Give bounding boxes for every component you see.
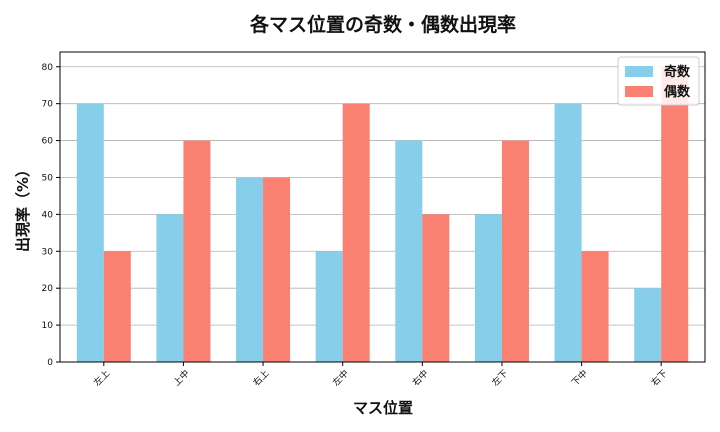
legend-label: 偶数 bbox=[664, 84, 691, 100]
bar-even-6 bbox=[582, 251, 609, 362]
bar-odd-0 bbox=[77, 104, 104, 362]
legend-swatch bbox=[625, 66, 653, 77]
y-tick-label: 10 bbox=[42, 321, 54, 331]
bar-odd-2 bbox=[236, 177, 263, 362]
x-axis-label: マス位置 bbox=[353, 399, 413, 417]
y-tick-label: 60 bbox=[42, 137, 54, 147]
x-tick-label: 左上 bbox=[91, 367, 112, 388]
bar-even-4 bbox=[422, 214, 449, 362]
x-tick-label: 右上 bbox=[250, 367, 271, 388]
x-tick-label: 上中 bbox=[171, 367, 192, 388]
x-axis-ticks: 左上 上中 右上 左中 右中 左下 下中 右下 bbox=[91, 362, 670, 388]
bar-even-7 bbox=[661, 67, 688, 362]
x-tick-label: 下中 bbox=[569, 367, 590, 388]
x-tick-label: 右中 bbox=[410, 367, 431, 388]
bar-even-2 bbox=[263, 177, 290, 362]
y-tick-label: 0 bbox=[47, 358, 53, 368]
bar-odd-7 bbox=[634, 288, 661, 362]
x-tick-label: 左下 bbox=[489, 367, 510, 388]
y-tick-label: 50 bbox=[42, 173, 54, 183]
bar-odd-6 bbox=[555, 104, 582, 362]
bar-even-0 bbox=[104, 251, 131, 362]
legend-swatch bbox=[625, 86, 653, 97]
y-tick-label: 70 bbox=[42, 100, 54, 110]
bar-even-3 bbox=[343, 104, 370, 362]
chart-title: 各マス位置の奇数・偶数出現率 bbox=[249, 13, 516, 36]
bar-odd-3 bbox=[316, 251, 343, 362]
y-tick-label: 80 bbox=[42, 63, 54, 73]
y-axis-ticks: 0 10 20 30 40 50 60 70 80 bbox=[42, 63, 60, 368]
bar-odd-1 bbox=[156, 214, 183, 362]
y-tick-label: 30 bbox=[42, 247, 54, 257]
x-tick-label: 右下 bbox=[648, 367, 669, 388]
y-tick-label: 20 bbox=[42, 284, 54, 294]
bar-odd-5 bbox=[475, 214, 502, 362]
x-tick-label: 左中 bbox=[330, 367, 351, 388]
legend-label: 奇数 bbox=[664, 64, 691, 80]
bar-even-5 bbox=[502, 141, 529, 362]
y-tick-label: 40 bbox=[42, 210, 54, 220]
y-axis-label: 出現率（%） bbox=[14, 162, 32, 252]
bar-even-1 bbox=[183, 141, 210, 362]
bar-odd-4 bbox=[395, 141, 422, 362]
